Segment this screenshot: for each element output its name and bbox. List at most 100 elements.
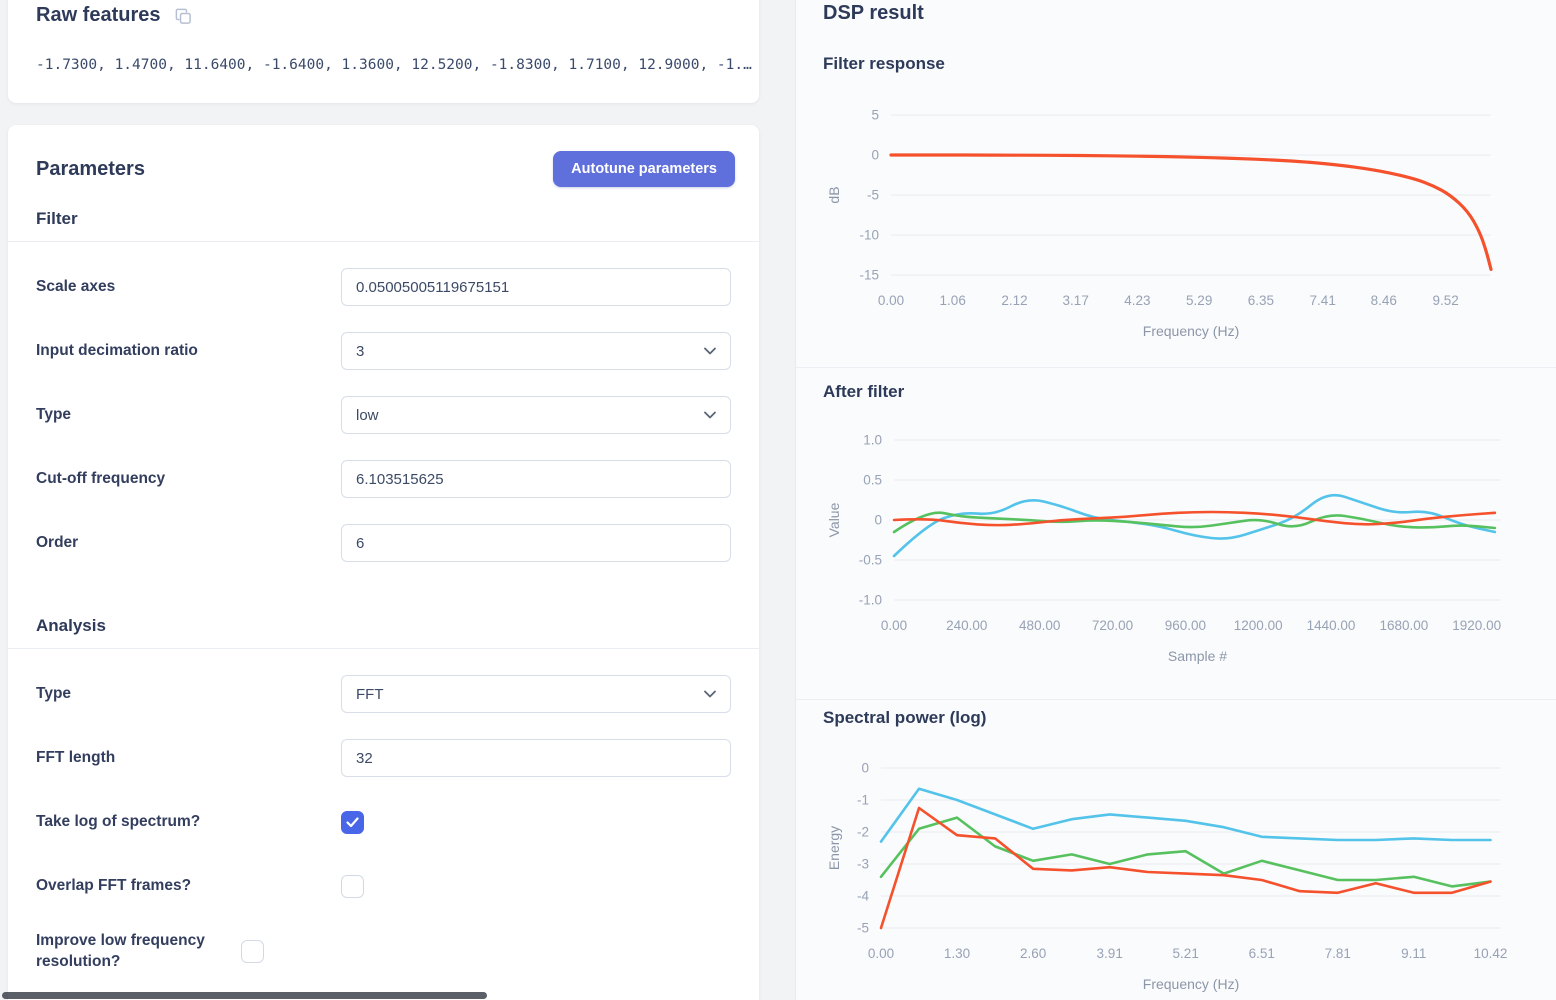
svg-text:6.51: 6.51 — [1249, 946, 1275, 961]
svg-text:1.30: 1.30 — [944, 946, 970, 961]
svg-text:2.60: 2.60 — [1020, 946, 1046, 961]
input-decimation-ratio-row: Input decimation ratio 3 — [8, 332, 759, 370]
svg-text:7.41: 7.41 — [1310, 293, 1336, 308]
svg-text:0: 0 — [871, 148, 879, 163]
svg-text:960.00: 960.00 — [1165, 618, 1206, 633]
cutoff-frequency-row: Cut-off frequency — [8, 460, 759, 498]
chevron-down-icon — [704, 411, 716, 419]
raw-features-values: -1.7300, 1.4700, 11.6400, -1.6400, 1.360… — [36, 57, 752, 73]
filter-type-select[interactable]: low — [341, 396, 731, 434]
analysis-section-title: Analysis — [36, 616, 106, 635]
svg-text:1200.00: 1200.00 — [1234, 618, 1283, 633]
spectral-power-chart: 0 -1 -2 -3 -4 -5 0.00 1.30 2.60 3.91 5.21 6.51 7.81 9… — [823, 752, 1547, 1000]
svg-text:3.91: 3.91 — [1097, 946, 1123, 961]
filter-response-section: Filter response 5 0 -5 -10 -15 0.00 1.06 2.12 3.… — [796, 0, 1556, 368]
svg-text:dB: dB — [826, 186, 842, 203]
chevron-down-icon — [704, 690, 716, 698]
chevron-down-icon — [704, 347, 716, 355]
svg-text:0: 0 — [874, 513, 882, 528]
analysis-type-select[interactable]: FFT — [341, 675, 731, 713]
order-label: Order — [36, 533, 79, 551]
section-divider — [8, 241, 759, 242]
analysis-type-label: Type — [36, 684, 72, 702]
filter-type-row: Type low — [8, 396, 759, 434]
take-log-label: Take log of spectrum? — [36, 812, 201, 830]
svg-text:1.06: 1.06 — [940, 293, 966, 308]
after-filter-chart: 1.0 0.5 0 -0.5 -1.0 0.00 240.00 480.00 720.00 960… — [823, 430, 1547, 675]
svg-text:5.29: 5.29 — [1186, 293, 1212, 308]
raw-features-card: Raw features -1.7300, 1.4700, 11.6400, -… — [8, 0, 759, 103]
select-value: low — [356, 406, 379, 424]
order-input[interactable] — [341, 524, 731, 562]
svg-text:Sample #: Sample # — [1168, 648, 1227, 664]
filter-type-label: Type — [36, 405, 72, 423]
svg-text:5: 5 — [871, 108, 879, 123]
spectral-power-title: Spectral power (log) — [823, 708, 987, 727]
filter-response-chart: 5 0 -5 -10 -15 0.00 1.06 2.12 3.17 4.23 5.29 6.35 7.… — [823, 105, 1547, 350]
overlap-fft-label: Overlap FFT frames? — [36, 876, 192, 894]
svg-text:7.81: 7.81 — [1325, 946, 1351, 961]
scale-axes-row: Scale axes — [8, 268, 759, 306]
svg-text:Frequency (Hz): Frequency (Hz) — [1143, 323, 1239, 339]
spectral-power-section: Spectral power (log) 0 -1 -2 -3 -4 -5 0.00 1.30… — [796, 700, 1556, 1000]
svg-text:4.23: 4.23 — [1124, 293, 1150, 308]
svg-text:-5: -5 — [857, 921, 869, 936]
raw-features-title: Raw features — [36, 4, 161, 26]
svg-text:0.5: 0.5 — [863, 473, 882, 488]
scale-axes-input[interactable] — [341, 268, 731, 306]
after-filter-section: After filter 1.0 0.5 0 -0.5 -1.0 0.00 240.00 48… — [796, 368, 1556, 700]
svg-text:-2: -2 — [857, 825, 869, 840]
autotune-parameters-button[interactable]: Autotune parameters — [553, 151, 735, 187]
svg-text:Frequency (Hz): Frequency (Hz) — [1143, 976, 1239, 992]
filter-response-title: Filter response — [823, 54, 945, 73]
low-frequency-resolution-checkbox[interactable] — [241, 940, 264, 964]
section-divider — [8, 648, 759, 649]
svg-text:3.17: 3.17 — [1063, 293, 1089, 308]
select-value: FFT — [356, 685, 384, 703]
svg-text:0: 0 — [861, 761, 869, 776]
svg-text:-0.5: -0.5 — [859, 553, 882, 568]
svg-text:0.00: 0.00 — [868, 946, 894, 961]
svg-text:1.0: 1.0 — [863, 433, 882, 448]
svg-text:8.46: 8.46 — [1371, 293, 1397, 308]
fft-length-input[interactable] — [341, 739, 731, 777]
svg-text:Energy: Energy — [826, 826, 842, 870]
copy-icon[interactable] — [175, 8, 192, 25]
low-frequency-resolution-label: Improve low frequency resolution? — [36, 932, 205, 970]
svg-text:9.11: 9.11 — [1401, 946, 1426, 961]
cutoff-frequency-label: Cut-off frequency — [36, 469, 166, 487]
overlap-fft-row: Overlap FFT frames? — [8, 867, 759, 905]
input-decimation-ratio-select[interactable]: 3 — [341, 332, 731, 370]
svg-text:-1: -1 — [857, 793, 869, 808]
svg-text:10.42: 10.42 — [1474, 946, 1508, 961]
low-frequency-resolution-row: Improve low frequency resolution? — [8, 931, 759, 973]
svg-text:6.35: 6.35 — [1248, 293, 1274, 308]
scale-axes-label: Scale axes — [36, 277, 116, 295]
svg-text:-15: -15 — [859, 268, 879, 283]
order-row: Order — [8, 524, 759, 562]
svg-text:-1.0: -1.0 — [859, 593, 882, 608]
horizontal-scrollbar-thumb[interactable] — [2, 992, 487, 999]
dsp-result-title: DSP result — [823, 2, 924, 24]
after-filter-title: After filter — [823, 382, 905, 401]
svg-text:480.00: 480.00 — [1019, 618, 1060, 633]
input-decimation-ratio-label: Input decimation ratio — [36, 341, 198, 359]
parameters-card: Parameters Autotune parameters Filter Sc… — [8, 125, 759, 1000]
svg-text:-5: -5 — [867, 188, 879, 203]
take-log-row: Take log of spectrum? — [8, 803, 759, 841]
svg-text:240.00: 240.00 — [946, 618, 987, 633]
parameters-title: Parameters — [36, 157, 145, 180]
overlap-fft-checkbox[interactable] — [341, 874, 364, 898]
svg-text:Value: Value — [826, 502, 842, 537]
fft-length-row: FFT length — [8, 739, 759, 777]
svg-text:-4: -4 — [857, 889, 869, 904]
svg-text:0.00: 0.00 — [881, 618, 907, 633]
svg-text:1920.00: 1920.00 — [1452, 618, 1501, 633]
svg-text:-10: -10 — [859, 228, 879, 243]
svg-text:5.21: 5.21 — [1173, 946, 1199, 961]
svg-text:2.12: 2.12 — [1001, 293, 1027, 308]
svg-text:9.52: 9.52 — [1432, 293, 1458, 308]
cutoff-frequency-input[interactable] — [341, 460, 731, 498]
filter-section-title: Filter — [36, 209, 78, 228]
take-log-checkbox[interactable] — [341, 810, 364, 834]
